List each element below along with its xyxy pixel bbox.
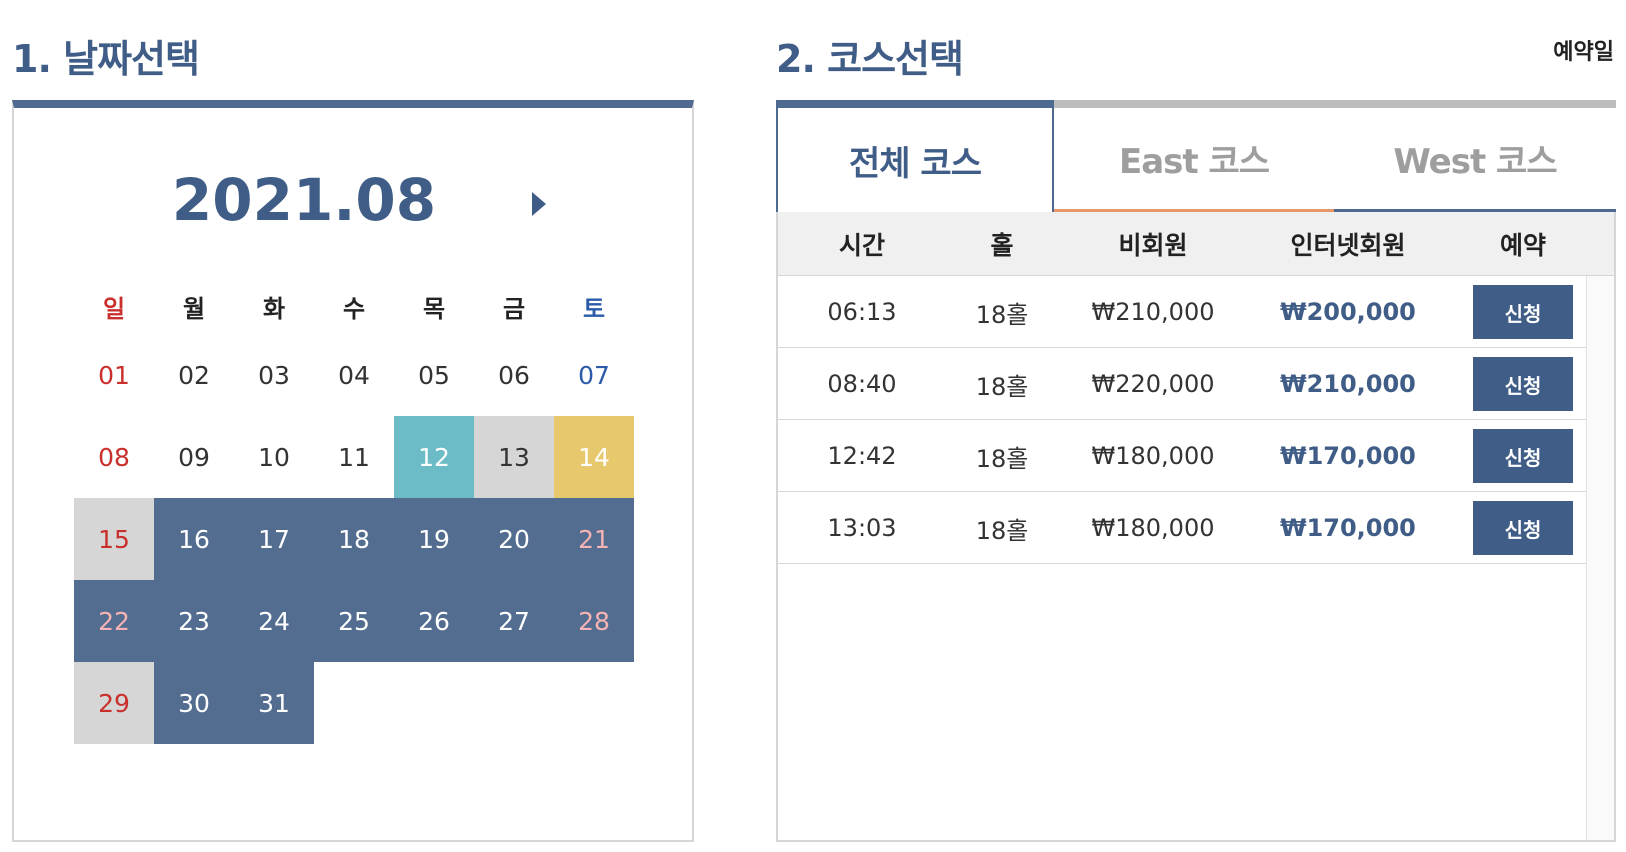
row-time: 06:13: [827, 298, 897, 326]
weekday-header: 월: [182, 294, 206, 323]
row-non-member-price: ₩180,000: [1091, 442, 1215, 470]
next-month-arrow-icon[interactable]: [532, 192, 546, 216]
table-row: 06:13 18홀 ₩210,000 ₩200,000 신청: [778, 276, 1586, 348]
calendar-day[interactable]: 12: [394, 416, 474, 498]
header-time: 시간: [838, 231, 885, 260]
calendar-grid: 일 월 화 수 목 금 토 01 02 03 04 05 06 07 08 09 10 11 12 13 14 15 16 1…: [74, 278, 634, 744]
reservation-date-label: 예약일: [1553, 40, 1614, 65]
row-non-member-price: ₩210,000: [1091, 298, 1215, 326]
calendar-day[interactable]: 09: [178, 442, 210, 472]
calendar-day[interactable]: 17: [234, 498, 314, 580]
row-internet-member-price: ₩200,000: [1280, 298, 1416, 326]
apply-button[interactable]: 신청: [1473, 429, 1573, 483]
calendar-day[interactable]: 19: [394, 498, 474, 580]
weekday-header: 목: [422, 294, 446, 323]
calendar-day[interactable]: 08: [98, 442, 130, 472]
row-time: 08:40: [827, 370, 897, 398]
tee-time-list: 06:13 18홀 ₩210,000 ₩200,000 신청 08:40 18홀…: [778, 276, 1586, 840]
calendar-day[interactable]: 05: [418, 360, 450, 390]
calendar-day[interactable]: 26: [394, 580, 474, 662]
table-row: 08:40 18홀 ₩220,000 ₩210,000 신청: [778, 348, 1586, 420]
row-hole: 18홀: [975, 516, 1029, 545]
calendar-day[interactable]: 03: [258, 360, 290, 390]
calendar-day[interactable]: 14: [554, 416, 634, 498]
tab-east-course[interactable]: East 코스: [1054, 100, 1334, 212]
course-tabs: 전체 코스 East 코스 West 코스: [776, 100, 1616, 212]
course-panel: 전체 코스 East 코스 West 코스 시간 홀 비회원 인터넷회원 예약 …: [776, 100, 1616, 842]
calendar-day[interactable]: 01: [98, 360, 130, 390]
tab-west-course[interactable]: West 코스: [1334, 100, 1616, 212]
row-time: 12:42: [827, 442, 897, 470]
weekday-header: 금: [502, 294, 526, 323]
calendar-day[interactable]: 11: [338, 442, 370, 472]
calendar-day[interactable]: 27: [474, 580, 554, 662]
calendar-day[interactable]: 06: [498, 360, 530, 390]
table-header: 시간 홀 비회원 인터넷회원 예약: [778, 212, 1614, 276]
row-non-member-price: ₩220,000: [1091, 370, 1215, 398]
header-non-member: 비회원: [1118, 231, 1188, 260]
table-row: 13:03 18홀 ₩180,000 ₩170,000 신청: [778, 492, 1586, 564]
calendar-day[interactable]: 23: [154, 580, 234, 662]
calendar-day[interactable]: 16: [154, 498, 234, 580]
calendar-day[interactable]: 10: [258, 442, 290, 472]
course-select-title: 2. 코스선택: [776, 37, 964, 81]
row-internet-member-price: ₩210,000: [1280, 370, 1416, 398]
weekday-header: 수: [342, 294, 366, 323]
row-internet-member-price: ₩170,000: [1280, 442, 1416, 470]
weekday-header: 토: [582, 294, 606, 323]
apply-button[interactable]: 신청: [1473, 357, 1573, 411]
apply-button[interactable]: 신청: [1473, 285, 1573, 339]
calendar-month: 2021.08: [171, 166, 437, 234]
weekday-header: 일: [102, 294, 126, 323]
row-internet-member-price: ₩170,000: [1280, 514, 1416, 542]
row-hole: 18홀: [975, 300, 1029, 329]
calendar-day[interactable]: 24: [234, 580, 314, 662]
row-hole: 18홀: [975, 444, 1029, 473]
row-time: 13:03: [827, 514, 897, 542]
row-non-member-price: ₩180,000: [1091, 514, 1215, 542]
weekday-header: 화: [262, 294, 286, 323]
calendar-day[interactable]: 22: [74, 580, 154, 662]
calendar-day[interactable]: 18: [314, 498, 394, 580]
calendar-day[interactable]: 28: [554, 580, 634, 662]
calendar-day[interactable]: 29: [74, 662, 154, 744]
header-reserve: 예약: [1499, 231, 1546, 260]
apply-button[interactable]: 신청: [1473, 501, 1573, 555]
calendar-day[interactable]: 13: [474, 416, 554, 498]
header-internet-member: 인터넷회원: [1290, 231, 1406, 260]
calendar-day[interactable]: 21: [554, 498, 634, 580]
calendar-day[interactable]: 31: [234, 662, 314, 744]
calendar-day[interactable]: 30: [154, 662, 234, 744]
table-row: 12:42 18홀 ₩180,000 ₩170,000 신청: [778, 420, 1586, 492]
calendar-day[interactable]: 04: [338, 360, 370, 390]
calendar-day[interactable]: 15: [74, 498, 154, 580]
calendar-day[interactable]: 02: [178, 360, 210, 390]
calendar-panel: 2021.08 일 월 화 수 목 금 토 01 02 03 04 05 06 07 08 09 10 11 12 1…: [12, 100, 694, 842]
date-select-title: 1. 날짜선택: [12, 37, 200, 81]
header-hole: 홀: [990, 231, 1014, 260]
calendar-day[interactable]: 20: [474, 498, 554, 580]
row-hole: 18홀: [975, 372, 1029, 401]
calendar-day[interactable]: 25: [314, 580, 394, 662]
list-scrollbar[interactable]: [1586, 276, 1614, 840]
tab-all-course[interactable]: 전체 코스: [776, 100, 1054, 212]
calendar-day[interactable]: 07: [578, 360, 610, 390]
